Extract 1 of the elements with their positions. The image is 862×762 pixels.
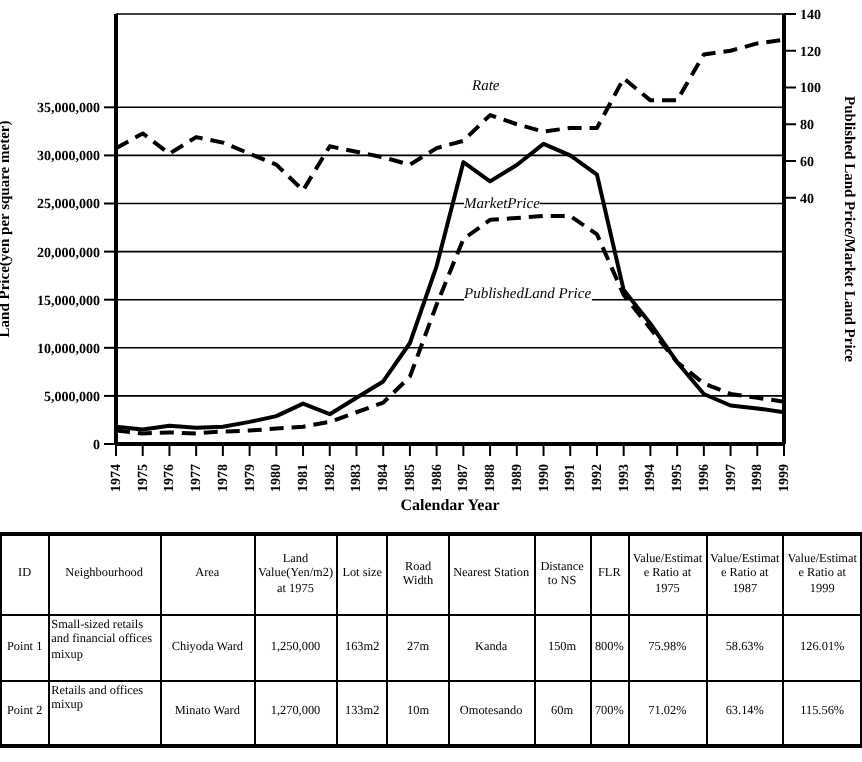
x-axis-title: Calendar Year [398,496,502,514]
